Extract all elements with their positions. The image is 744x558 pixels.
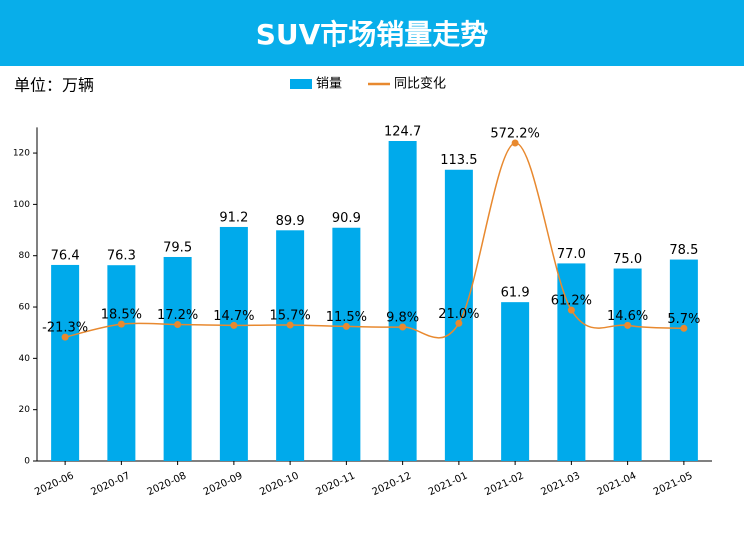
line-point (117, 320, 125, 328)
title-band (0, 0, 744, 66)
bar (669, 259, 698, 461)
bar-value-label: 76.3 (107, 249, 136, 264)
bar-value-label: 75.0 (613, 252, 642, 267)
x-tick-label: 2021-05 (652, 470, 695, 498)
y-tick-label: 120 (13, 149, 30, 159)
bar-value-label: 89.9 (276, 214, 305, 229)
line-point (455, 319, 463, 327)
x-tick-label: 2020-10 (258, 470, 301, 498)
bar (107, 265, 136, 461)
bar-value-label: 91.2 (219, 210, 248, 225)
line-value-label: 572.2% (490, 127, 540, 142)
y-tick-label: 40 (19, 354, 31, 364)
bar-value-label: 79.5 (163, 240, 192, 255)
x-tick-label: 2020-08 (146, 470, 189, 498)
line-point (230, 321, 238, 329)
line-value-label: 9.8% (386, 310, 419, 325)
unit-label: 单位：万辆 (14, 76, 94, 95)
line-value-label: 17.2% (157, 308, 198, 323)
y-tick-label: 20 (19, 405, 31, 415)
x-tick-label: 2020-11 (314, 470, 357, 498)
line-value-label: -21.3% (42, 321, 88, 336)
bar-value-label: 61.9 (501, 286, 530, 301)
bar (613, 268, 642, 461)
bar-value-label: 76.4 (51, 248, 80, 263)
x-tick-label: 2020-12 (371, 470, 414, 498)
bar (501, 302, 530, 461)
line-point (286, 321, 294, 329)
line-point (342, 322, 350, 330)
x-tick-label: 2020-06 (33, 470, 76, 498)
bar (51, 264, 80, 461)
bar-value-label: 124.7 (384, 125, 421, 140)
line-point (567, 306, 575, 314)
legend-label: 同比变化 (394, 76, 446, 92)
y-tick-label: 60 (19, 303, 31, 313)
line-value-label: 21.0% (438, 307, 479, 322)
line-value-label: 18.5% (101, 308, 142, 323)
bar-value-label: 113.5 (440, 153, 477, 168)
line-point (511, 139, 519, 147)
legend-label: 销量 (316, 77, 342, 92)
x-tick-label: 2021-03 (539, 470, 582, 498)
x-tick-label: 2021-02 (483, 470, 526, 498)
bar (332, 227, 361, 461)
line-point (399, 323, 407, 331)
line-value-label: 11.5% (326, 310, 367, 325)
bar-value-label: 90.9 (332, 211, 361, 226)
line-point (680, 324, 688, 332)
bar (557, 263, 586, 461)
bar (163, 256, 192, 461)
line-point (624, 321, 632, 329)
bar-value-label: 78.5 (669, 243, 698, 258)
x-tick-label: 2021-04 (596, 470, 639, 498)
bar (276, 230, 305, 461)
line-value-label: 61.2% (551, 294, 592, 309)
line-value-label: 15.7% (269, 309, 310, 324)
x-tick-label: 2020-09 (202, 470, 245, 498)
line-value-label: 14.6% (607, 309, 648, 324)
y-tick-label: 100 (13, 200, 30, 210)
bar (444, 169, 473, 462)
line-value-label: 14.7% (213, 309, 254, 324)
x-tick-label: 2021-01 (427, 470, 470, 498)
chart-title: SUV市场销量走势 (256, 18, 489, 51)
legend-swatch (290, 79, 312, 89)
line-point (61, 333, 69, 341)
bar (219, 226, 248, 461)
line-value-label: 5.7% (667, 312, 700, 327)
bar (388, 141, 417, 461)
y-tick-label: 80 (19, 251, 31, 261)
y-tick-label: 0 (24, 457, 30, 467)
line-point (174, 321, 182, 329)
bar-value-label: 77.0 (557, 247, 586, 262)
x-tick-label: 2020-07 (89, 470, 132, 498)
